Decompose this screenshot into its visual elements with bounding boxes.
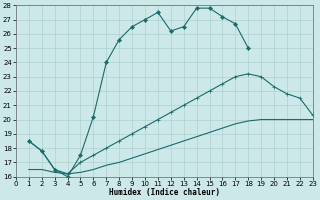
X-axis label: Humidex (Indice chaleur): Humidex (Indice chaleur) <box>109 188 220 197</box>
